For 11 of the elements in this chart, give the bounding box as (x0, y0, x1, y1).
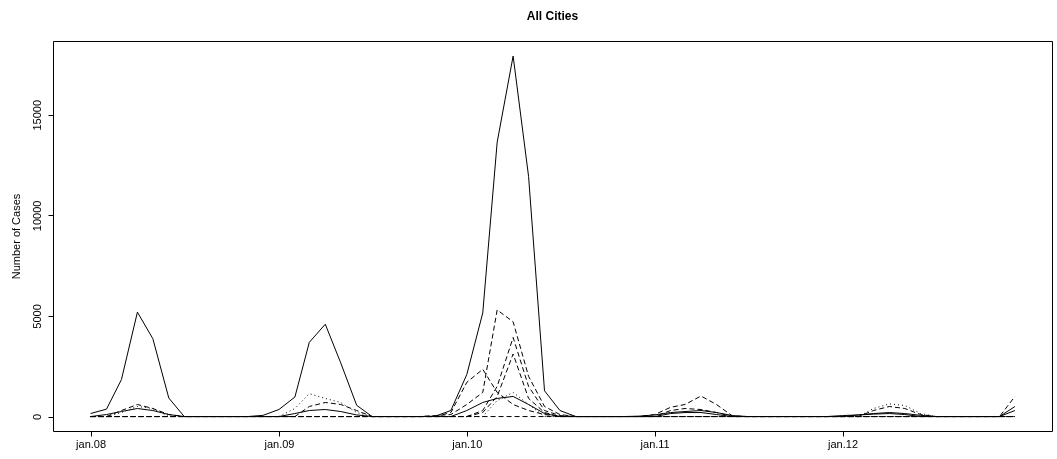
x-tick-label: jan.10 (451, 437, 483, 450)
x-tick-label: jan.11 (639, 437, 670, 450)
y-tick-label: 10000 (30, 200, 43, 232)
y-tick-label: 5000 (30, 304, 43, 329)
x-tick-label: jan.12 (827, 437, 859, 450)
y-tick-label: 0 (30, 413, 43, 421)
x-tick-label: jan.08 (75, 437, 107, 450)
y-tick-label: 15000 (30, 99, 43, 131)
x-tick-label: jan.09 (263, 437, 295, 450)
y-axis-title: Number of Cases (9, 193, 22, 280)
chart-title: All Cities (526, 9, 579, 23)
